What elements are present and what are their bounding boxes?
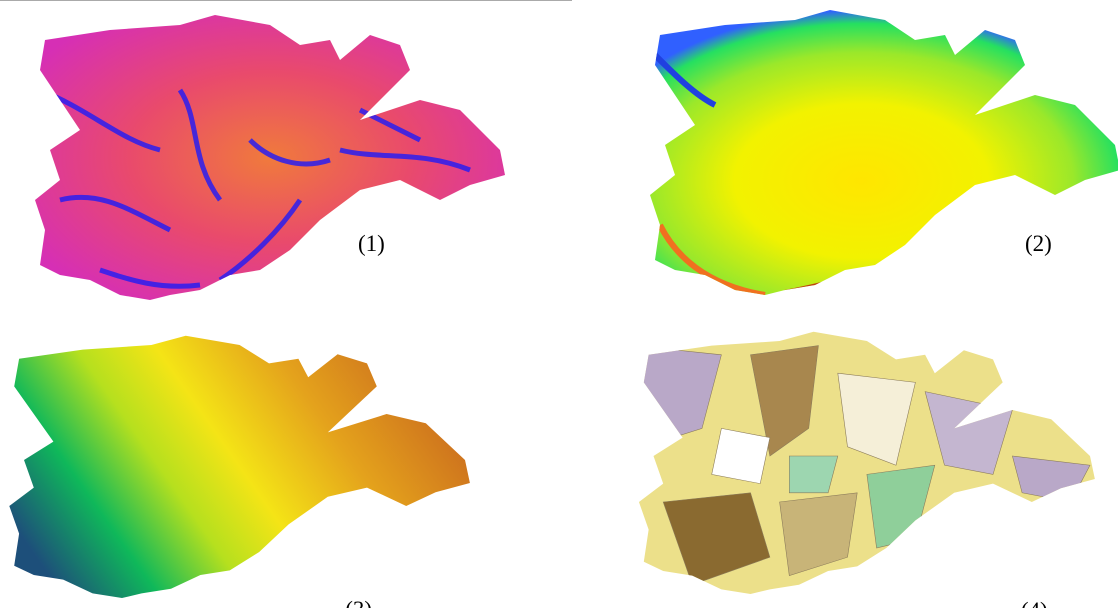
- map-4: (4): [638, 331, 1095, 608]
- panel-label: (4): [1021, 598, 1048, 608]
- panel-label: (3): [345, 597, 372, 608]
- panel-label: (1): [358, 231, 385, 256]
- map-2: (2): [650, 10, 1118, 295]
- map-1: (1): [35, 15, 505, 300]
- panel-label: (2): [1025, 231, 1052, 256]
- map-3: (3): [9, 335, 470, 608]
